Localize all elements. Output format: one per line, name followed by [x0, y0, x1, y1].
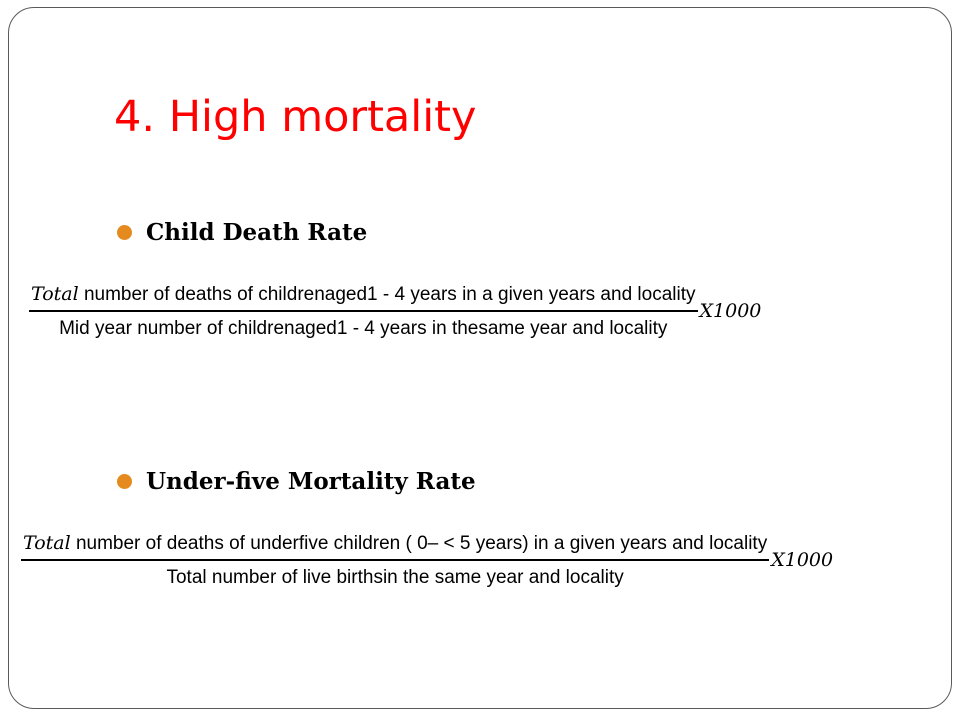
formula-denominator: Total number of live birthsin the same y…: [166, 566, 624, 588]
bullet-label: Under-five Mortality Rate: [146, 468, 476, 495]
slide-title: 4. High mortality: [114, 92, 477, 142]
slide-frame: 4. High mortality Child Death Rate Total…: [8, 7, 952, 709]
fraction-bar: [21, 559, 770, 561]
fraction-bar: [29, 310, 698, 312]
bullet-label: Child Death Rate: [146, 219, 368, 246]
numerator-text: number of deaths of childrenaged1 - 4 ye…: [78, 284, 696, 305]
numerator-lead: Total: [31, 283, 79, 305]
formula-multiplier: X1000: [699, 300, 762, 323]
formula-numerator: Total number of deaths of underfive chil…: [21, 530, 769, 557]
bullet-child-death-rate: Child Death Rate: [117, 219, 367, 246]
bullet-under-five-mortality-rate: Under-five Mortality Rate: [117, 468, 476, 495]
numerator-lead: Total: [23, 532, 71, 554]
bullet-dot-icon: [117, 225, 132, 240]
numerator-text: number of deaths of underfive children (…: [70, 533, 768, 554]
bullet-dot-icon: [117, 474, 132, 489]
fraction: Total number of deaths of underfive chil…: [21, 530, 770, 591]
formula-child-death-rate: Total number of deaths of childrenaged1 …: [29, 281, 959, 342]
formula-multiplier: X1000: [771, 549, 834, 572]
formula-numerator: Total number of deaths of childrenaged1 …: [29, 281, 698, 308]
fraction: Total number of deaths of childrenaged1 …: [29, 281, 698, 342]
formula-denominator: Mid year number of childrenaged1 - 4 yea…: [59, 317, 668, 339]
formula-under-five-mortality-rate: Total number of deaths of underfive chil…: [21, 530, 959, 591]
